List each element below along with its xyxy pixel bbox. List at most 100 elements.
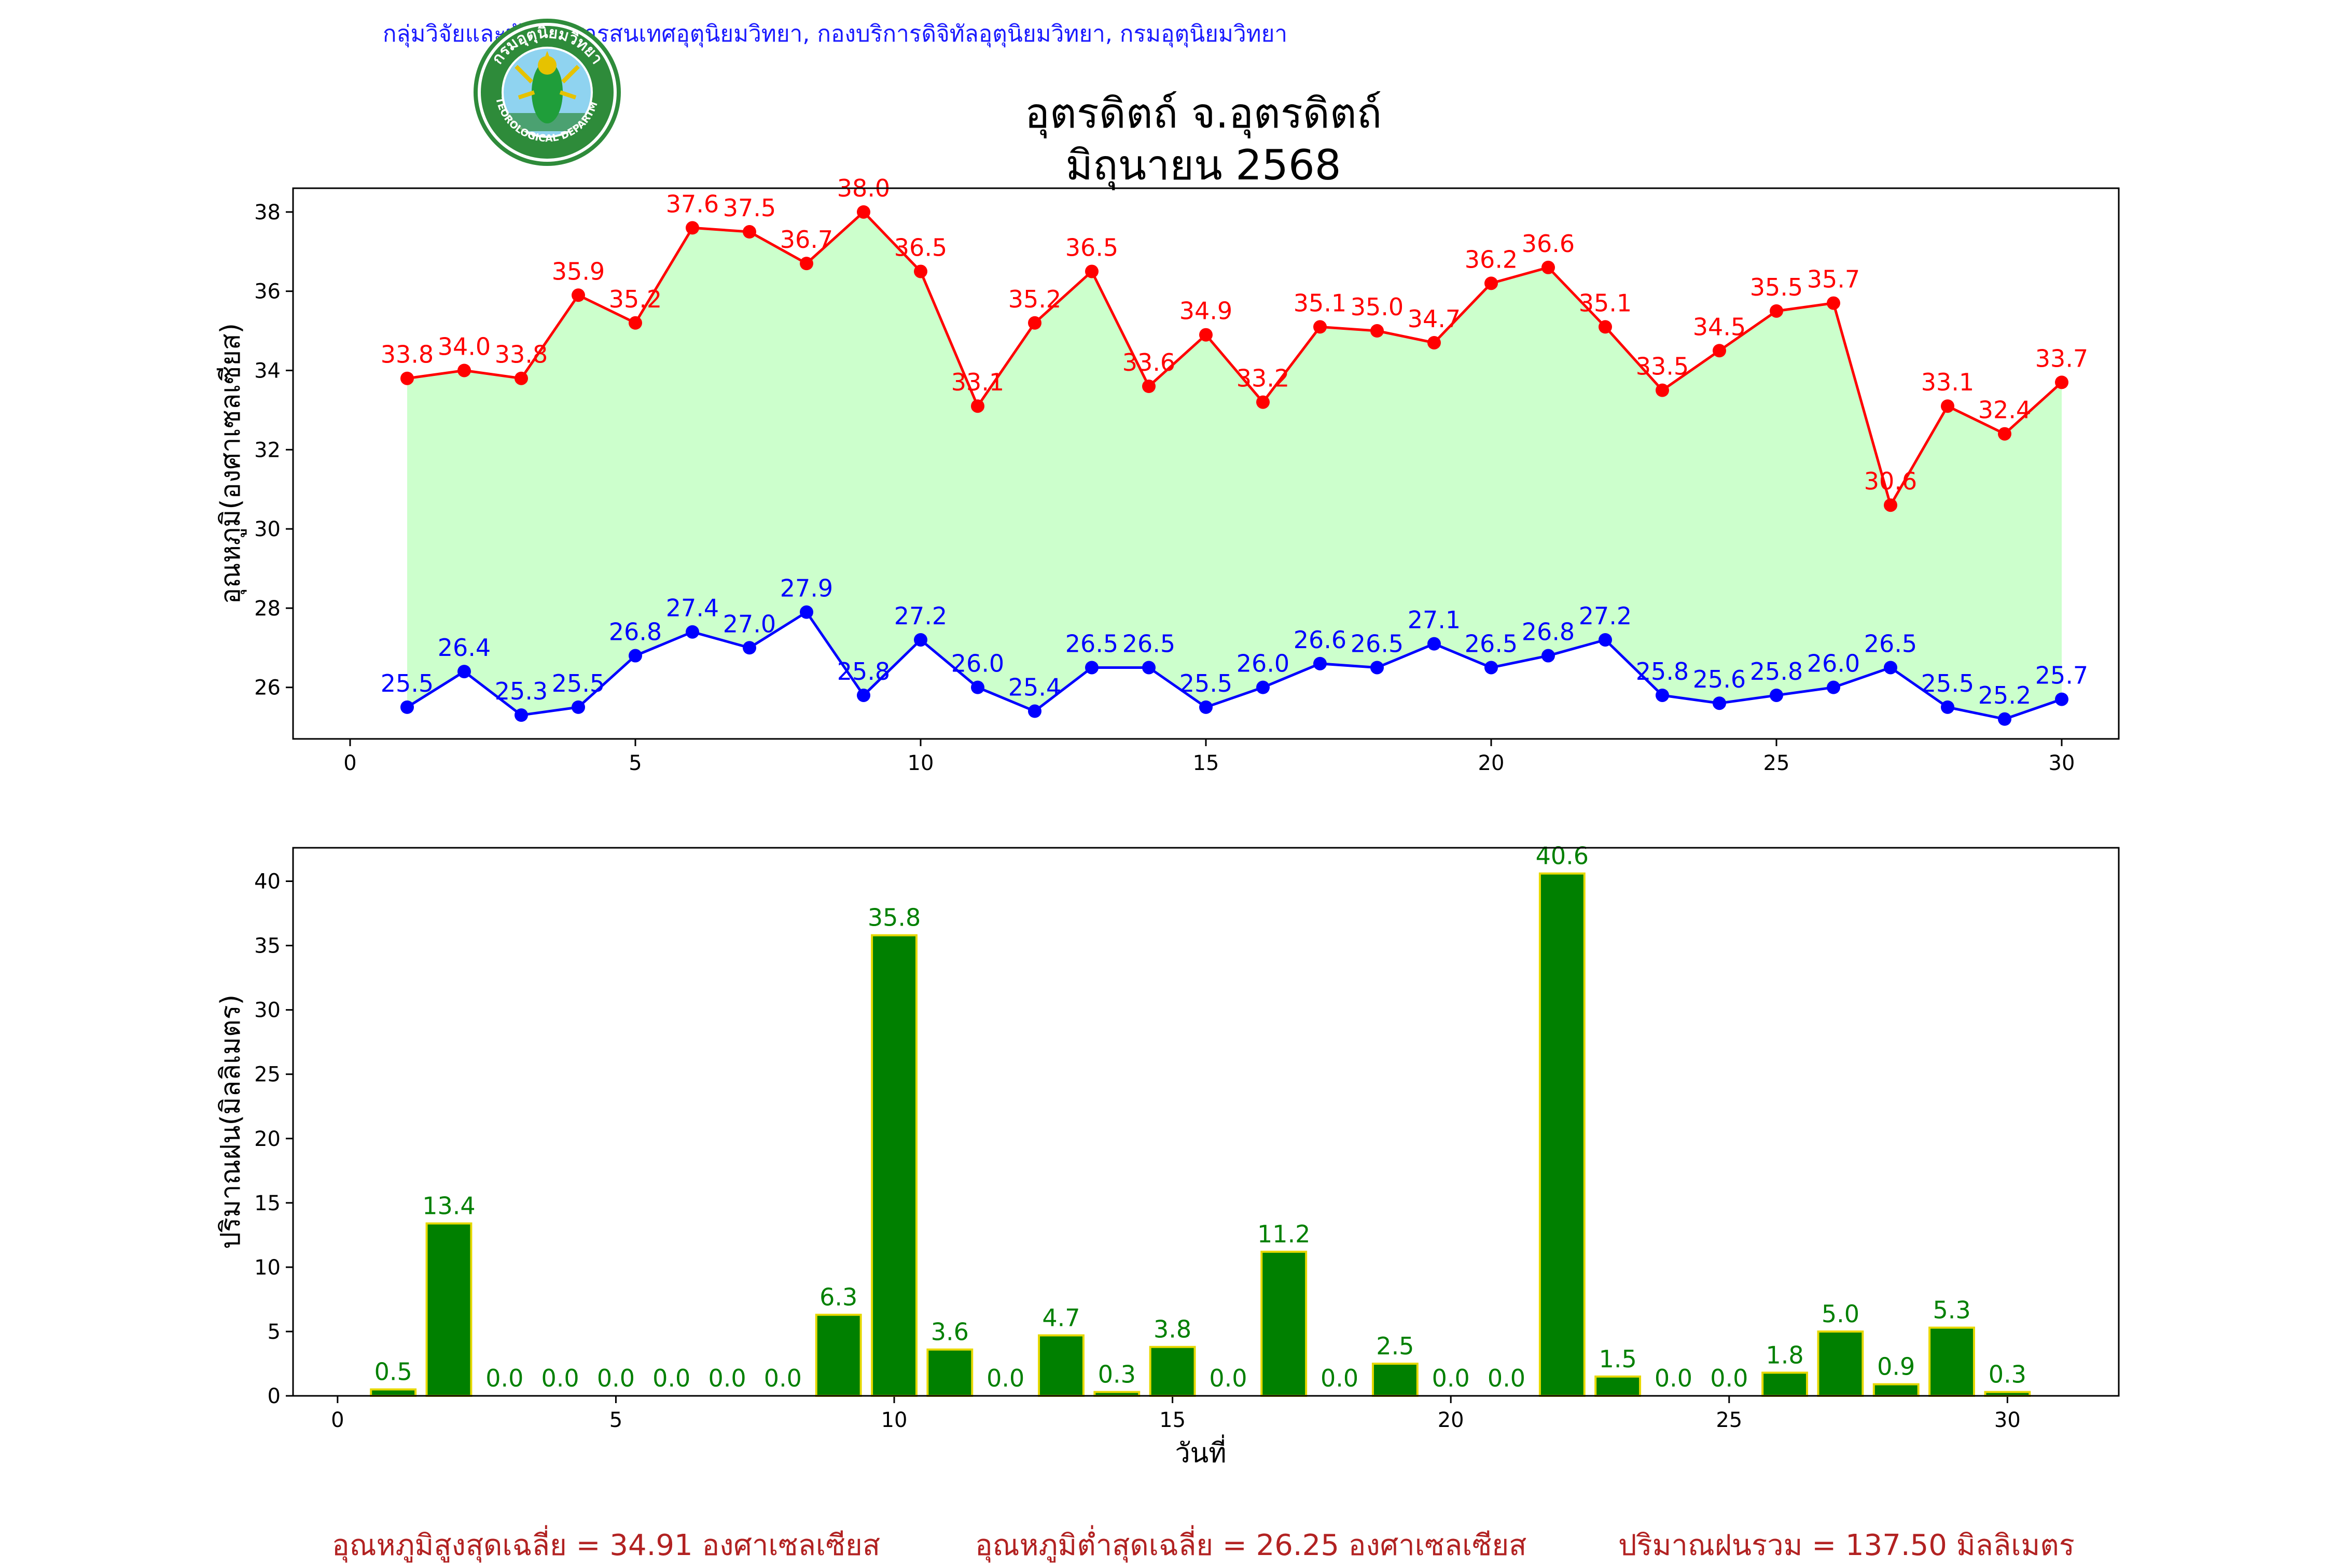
temp-min-data-label: 26.8 [1522,618,1575,646]
temp-x-tick-label: 20 [1478,751,1505,775]
temp-min-data-label: 27.0 [723,610,776,638]
temp-max-point [1941,399,1954,413]
rain-bar [1928,1326,1975,1397]
temp-plot-frame [292,187,2120,740]
rain-x-tick-label: 20 [1438,1408,1464,1432]
rain-y-tick-label: 30 [254,999,281,1023]
temp-min-point [1713,696,1726,710]
temp-max-point [1770,304,1783,318]
temp-max-point [971,399,984,413]
temp-max-data-label: 34.0 [438,332,491,360]
temp-max-point [1028,316,1041,330]
temp-max-point [743,225,756,239]
rain-data-label: 1.8 [1766,1341,1804,1369]
rain-bar [1038,1334,1085,1397]
temp-min-data-label: 25.5 [1179,669,1232,697]
avg-min-summary: อุณหภูมิต่ำสุดเฉลี่ย = 26.25 องศาเซลเซีย… [975,1529,1527,1562]
rain-data-label: 0.0 [1710,1364,1748,1392]
temp-min-data-label: 27.2 [894,602,947,630]
temp-min-point [686,625,699,639]
rain-data-label: 40.6 [1536,842,1589,870]
temp-min-data-label: 25.4 [1008,674,1061,702]
temp-min-point [743,641,756,655]
avg-max-summary: อุณหภูมิสูงสุดเฉลี่ย = 34.91 องศาเซลเซีย… [332,1529,881,1562]
temp-min-point [914,633,927,647]
rain-data-label: 6.3 [819,1283,857,1311]
temp-min-data-label: 25.8 [1750,657,1803,685]
rain-bar [1538,872,1586,1397]
temp-min-point [1770,688,1783,702]
temp-range-fill [407,212,2062,719]
rain-data-label: 3.6 [931,1318,969,1346]
temp-max-data-label: 35.9 [552,257,605,285]
temp-max-point [572,288,585,302]
temp-min-point [1085,661,1099,675]
temp-max-data-label: 33.5 [1636,353,1689,381]
temp-max-data-label: 36.5 [894,233,947,261]
temp-min-point [572,700,585,714]
temp-min-point [1484,661,1498,675]
temp-min-point [1313,656,1327,670]
temp-max-data-label: 36.2 [1465,245,1518,273]
temp-max-data-label: 36.6 [1522,230,1575,258]
rain-data-label: 0.0 [708,1364,746,1392]
temp-max-data-label: 35.5 [1750,273,1803,301]
rain-data-label: 0.9 [1877,1353,1915,1381]
rain-y-tick-label: 0 [268,1384,281,1408]
rain-bar [1817,1330,1864,1397]
temp-min-data-label: 27.4 [666,594,719,622]
rain-x-tick-label: 15 [1159,1408,1186,1432]
temp-max-point [1827,296,1840,310]
temp-max-point [914,264,927,278]
rain-x-tick-label: 30 [1994,1408,2021,1432]
temp-min-data-label: 26.5 [1864,629,1917,657]
rain-plot-frame [292,847,2120,1397]
rain-x-tick-label: 0 [331,1408,344,1432]
temp-max-data-label: 33.6 [1122,348,1175,376]
temp-max-point [629,316,642,330]
temp-y-tick-label: 36 [254,280,281,304]
rain-x-axis-label: วันที่ [1175,1434,1226,1469]
temp-min-point [1142,661,1156,675]
rain-data-label: 2.5 [1376,1332,1414,1360]
temp-min-data-label: 26.5 [1465,629,1518,657]
rain-bar [1260,1251,1308,1397]
rain-data-label: 3.8 [1154,1315,1191,1343]
temp-min-point [515,708,528,722]
temp-max-point [457,363,471,377]
temp-min-data-label: 27.1 [1408,606,1461,634]
temp-max-data-label: 37.5 [723,194,776,222]
rain-data-label: 4.7 [1042,1304,1080,1332]
temp-min-point [400,700,414,714]
temp-min-point [1427,637,1441,651]
temp-min-data-label: 25.5 [1921,669,1974,697]
temp-y-tick-label: 32 [254,438,281,462]
temp-max-data-label: 33.8 [495,341,548,369]
temp-min-data-label: 26.0 [1807,650,1860,678]
temp-max-point [857,205,870,219]
rain-data-label: 35.8 [868,904,921,932]
temp-min-point [800,605,813,619]
chart-title-month: มิถุนายน 2568 [1065,141,1341,189]
temp-max-point [1713,344,1726,358]
temp-max-data-label: 33.1 [951,368,1004,396]
temp-min-point [1599,633,1612,647]
rain-data-label: 0.0 [541,1364,579,1392]
temp-min-point [629,649,642,663]
temp-y-tick-label: 30 [254,517,281,541]
temp-max-data-label: 32.4 [1978,396,2031,424]
temp-y-axis-label: อุณหภูมิ(องศาเซลเซียส) [215,323,247,604]
temp-min-data-label: 25.6 [1693,665,1746,693]
temp-max-data-label: 35.7 [1807,265,1860,293]
temp-max-point [1599,320,1612,334]
temp-max-data-label: 34.5 [1693,313,1746,341]
temp-min-point [1941,700,1954,714]
rain-x-tick-label: 25 [1716,1408,1742,1432]
rain-data-label: 1.5 [1599,1345,1637,1373]
rain-bar [1149,1346,1196,1397]
temp-min-point [2055,692,2068,706]
temp-max-data-label: 37.6 [666,190,719,218]
temp-max-point [1656,383,1669,397]
temp-min-data-label: 25.5 [552,669,605,697]
temp-max-data-label: 33.8 [381,341,434,369]
